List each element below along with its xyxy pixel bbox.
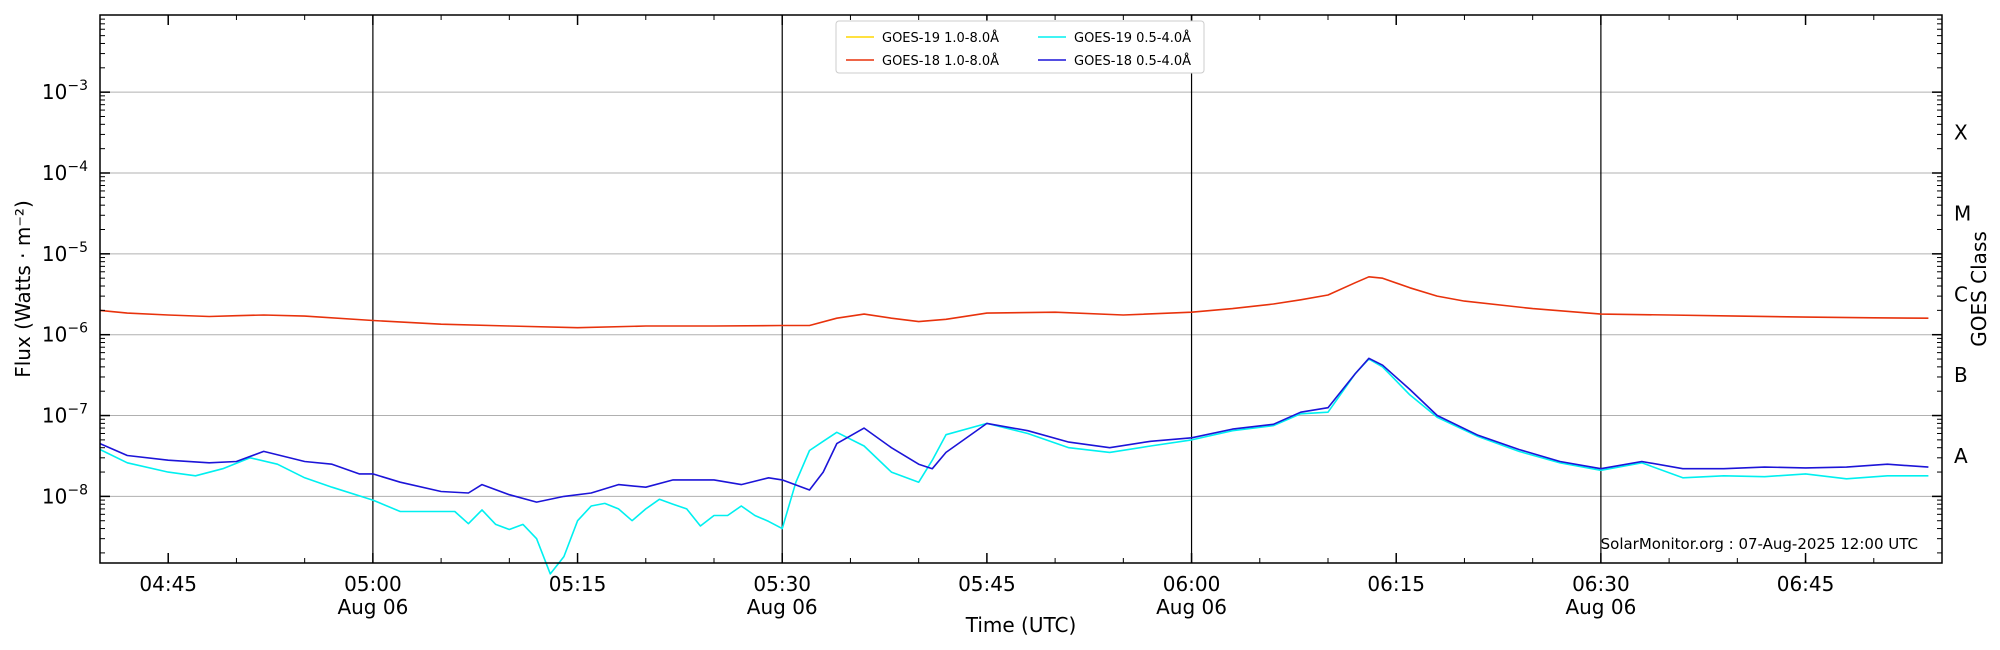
goes-class-label: A (1954, 444, 1968, 468)
series-line-2 (99, 358, 1929, 575)
series-line-1 (99, 275, 1929, 329)
legend-entry-label: GOES-19 1.0-8.0Å (882, 30, 999, 46)
x-tick-date-label: Aug 06 (747, 595, 818, 619)
y-tick-label: 10−5 (42, 240, 88, 266)
legend-entry-label: GOES-18 0.5-4.0Å (1074, 53, 1191, 69)
goes-class-label: X (1954, 121, 1968, 145)
x-tick-label: 05:15 (549, 572, 607, 596)
x-tick-date-label: Aug 06 (1156, 595, 1227, 619)
x-tick-label: 06:00 (1163, 572, 1221, 596)
legend-entry-label: GOES-18 1.0-8.0Å (882, 53, 999, 69)
y-tick-label: 10−8 (42, 482, 88, 508)
goes-class-label: M (1954, 201, 1971, 225)
x-tick-label: 05:45 (958, 572, 1016, 596)
goes-class-axis-title: GOES Class (1967, 231, 1991, 347)
x-tick-label: 04:45 (139, 572, 197, 596)
legend-entry-label: GOES-19 0.5-4.0Å (1074, 30, 1191, 46)
legend: GOES-19 1.0-8.0Å GOES-18 1.0-8.0Å GOES-19 … (835, 20, 1205, 74)
y-tick-label: 10−4 (42, 159, 88, 185)
goes-class-labels: A B C M X (1954, 121, 1971, 468)
x-tick-label: 06:30 (1572, 572, 1630, 596)
x-tick-date-label: Aug 06 (337, 595, 408, 619)
credit-label: SolarMonitor.org : 07-Aug-2025 12:00 UTC (1601, 535, 1918, 553)
x-tick-label: 05:30 (753, 572, 811, 596)
series-line-3 (99, 357, 1929, 503)
grid-layer (100, 91, 1942, 497)
y-tick-label: 10−7 (42, 402, 88, 428)
plot-frame (99, 14, 1943, 564)
x-tick-date-label: Aug 06 (1565, 595, 1636, 619)
x-tick-label: 06:45 (1777, 572, 1835, 596)
tick-layer (99, 15, 1943, 563)
goes-class-label: C (1954, 282, 1968, 306)
y-tick-label: 10−6 (42, 321, 88, 347)
legend-box (835, 20, 1205, 74)
y-tick-label: 10−3 (42, 78, 88, 104)
vertical-day-lines (372, 15, 1602, 563)
x-tick-label: 05:00 (344, 572, 402, 596)
series-layer (99, 275, 1929, 575)
x-tick-label: 06:15 (1367, 572, 1425, 596)
y-axis-title: Flux (Watts · m⁻²) (11, 200, 35, 378)
goes-class-label: B (1954, 363, 1968, 387)
x-axis-title: Time (UTC) (965, 613, 1077, 637)
legend-items: GOES-19 1.0-8.0Å GOES-18 1.0-8.0Å GOES-19 … (846, 30, 1191, 69)
